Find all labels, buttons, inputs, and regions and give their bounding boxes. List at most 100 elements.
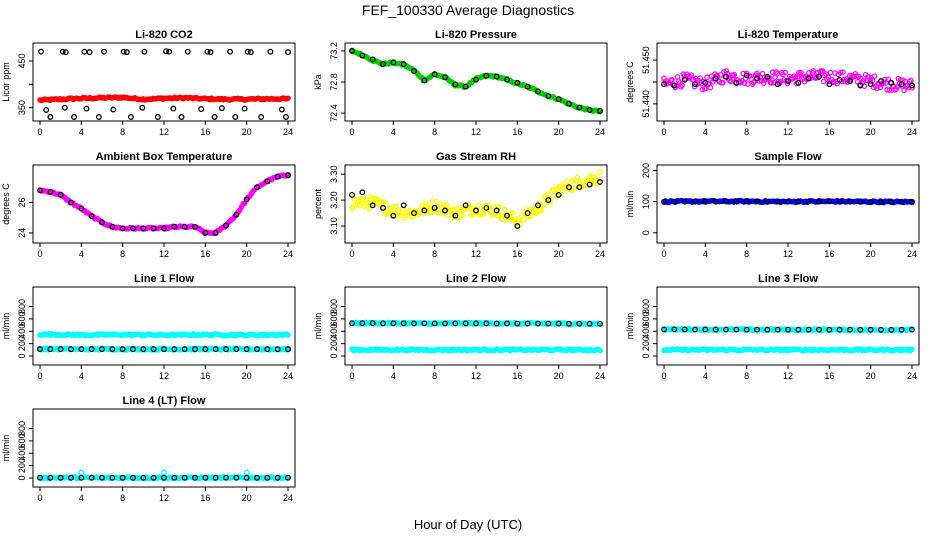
- data-point: [480, 211, 487, 217]
- y-tick-label: 200: [17, 458, 27, 473]
- data-point: [285, 474, 291, 481]
- series-2: [37, 172, 291, 236]
- data-point: [791, 73, 798, 79]
- data-point: [723, 73, 729, 80]
- data-point: [898, 198, 905, 205]
- data-point: [285, 95, 291, 102]
- x-tick-label: 12: [159, 371, 169, 381]
- data-point: [586, 107, 593, 113]
- data-point: [411, 210, 417, 217]
- data-point: [161, 225, 167, 232]
- y-axis-label: ml/min: [313, 313, 323, 340]
- data-point: [380, 204, 386, 211]
- data-point: [774, 326, 781, 333]
- y-tick-label: 3.20: [329, 191, 339, 209]
- data-point: [909, 198, 915, 205]
- data-point: [867, 81, 874, 88]
- y-tick-label: 0: [641, 354, 651, 359]
- x-tick-label: 24: [283, 493, 293, 503]
- data-point: [421, 320, 428, 327]
- data-point: [566, 100, 572, 107]
- data-point: [524, 320, 531, 327]
- panel-1: Li-820 CO2 Licor ppm 350 450 0 4 8 12 16 20 24: [1, 29, 296, 137]
- data-point: [61, 104, 68, 111]
- data-point: [109, 474, 116, 481]
- y-tick-label: 200: [17, 336, 27, 351]
- data-point: [886, 87, 893, 93]
- data-point: [244, 48, 251, 55]
- data-point: [78, 205, 85, 212]
- data-point: [435, 209, 441, 216]
- y-axis-label: kPa: [313, 74, 323, 90]
- data-point: [192, 474, 198, 481]
- x-tick-label: 12: [783, 249, 793, 259]
- panel-frame: [32, 286, 296, 366]
- x-tick-label: 0: [37, 127, 42, 137]
- data-point: [723, 198, 729, 205]
- data-point: [393, 203, 399, 210]
- data-point: [826, 81, 833, 88]
- data-point: [798, 69, 804, 76]
- data-point: [166, 48, 173, 55]
- data-point: [816, 73, 822, 80]
- data-point: [493, 320, 500, 327]
- data-point: [795, 79, 802, 86]
- data-point: [860, 78, 867, 84]
- data-point: [127, 114, 134, 120]
- data-point: [545, 197, 552, 204]
- data-point: [712, 326, 719, 333]
- data-point: [285, 346, 291, 353]
- data-point: [68, 199, 74, 206]
- data-point: [37, 474, 43, 481]
- data-point: [202, 346, 209, 353]
- data-point: [154, 114, 161, 120]
- x-tick-label: 4: [79, 493, 84, 503]
- data-point: [163, 48, 170, 55]
- data-point: [504, 76, 510, 83]
- data-point: [692, 326, 698, 333]
- data-point: [453, 207, 459, 213]
- y-tick-label: 100: [641, 194, 651, 209]
- series-1: [349, 47, 603, 115]
- x-tick-label: 8: [744, 371, 749, 381]
- data-point: [597, 107, 603, 114]
- data-point: [285, 49, 291, 56]
- data-point: [62, 49, 69, 56]
- data-point: [223, 222, 229, 229]
- y-axis-label: ml/min: [1, 435, 11, 462]
- data-point: [586, 181, 593, 188]
- y-tick-label: 450: [17, 53, 27, 68]
- data-point: [704, 74, 710, 81]
- data-point: [867, 326, 874, 333]
- data-point: [421, 207, 428, 214]
- data-point: [227, 48, 234, 55]
- x-tick-label: 20: [866, 249, 876, 259]
- y-tick-label: 51.440: [641, 90, 651, 118]
- data-point: [411, 320, 417, 327]
- data-point: [754, 326, 760, 333]
- data-point: [810, 68, 817, 74]
- data-point: [504, 320, 510, 327]
- data-point: [720, 79, 726, 86]
- data-point: [264, 178, 271, 185]
- data-point: [171, 474, 178, 481]
- x-tick-label: 24: [283, 127, 293, 137]
- data-point: [38, 48, 44, 55]
- data-point: [597, 320, 603, 327]
- data-point: [150, 474, 157, 481]
- y-tick-label: 600: [17, 311, 27, 326]
- data-point: [816, 326, 822, 333]
- data-point: [366, 205, 372, 212]
- data-point: [363, 200, 370, 206]
- figure-x-axis-label: Hour of Day (UTC): [413, 517, 523, 532]
- data-point: [212, 474, 219, 481]
- series-2: [661, 72, 915, 89]
- y-tick-label: 72.4: [329, 104, 339, 122]
- data-point: [669, 76, 675, 83]
- y-axis-label: Licor ppm: [1, 62, 11, 102]
- x-tick-label: 0: [349, 371, 354, 381]
- x-tick-label: 8: [432, 127, 437, 137]
- data-point: [68, 346, 74, 353]
- x-tick-label: 0: [37, 249, 42, 259]
